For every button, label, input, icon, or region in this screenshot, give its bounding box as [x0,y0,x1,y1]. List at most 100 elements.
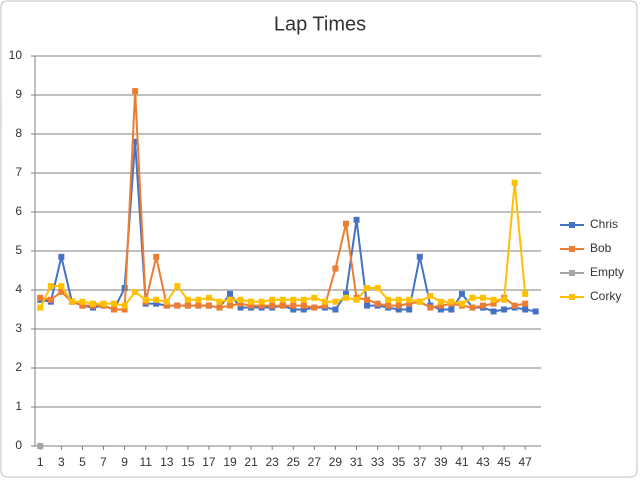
point-marker [269,302,276,309]
y-tick-label: 9 [15,87,22,101]
y-tick-label: 4 [15,282,22,296]
y-tick-label: 0 [15,438,22,452]
point-marker [364,285,371,292]
legend-marker [569,270,575,276]
point-marker [332,298,339,305]
point-marker [437,298,444,305]
x-tick-label: 3 [58,455,65,469]
point-marker [311,294,318,301]
point-marker [522,300,529,307]
point-marker [121,306,128,313]
legend-label: Corky [590,289,621,303]
point-marker [511,179,518,186]
point-marker [89,300,96,307]
point-marker [416,298,423,305]
point-marker [248,298,255,305]
point-marker [522,306,529,313]
point-marker [184,296,191,303]
point-marker [216,298,223,305]
point-marker [142,296,149,303]
x-tick-label: 21 [244,455,258,469]
x-tick-label: 33 [371,455,385,469]
point-marker [227,290,234,297]
point-marker [79,302,86,309]
point-marker [111,306,118,313]
legend-marker [569,246,575,252]
point-marker [153,253,160,260]
point-marker [385,302,392,309]
point-marker [395,302,402,309]
point-marker [132,288,139,295]
point-marker [342,294,349,301]
point-marker [501,306,508,313]
point-marker [406,300,413,307]
point-marker [279,296,286,303]
point-marker [37,294,44,301]
point-marker [385,296,392,303]
point-marker [37,304,44,311]
point-marker [522,290,529,297]
point-marker [163,302,170,309]
x-tick-label: 27 [308,455,322,469]
point-marker [132,138,139,145]
point-marker [321,298,328,305]
point-marker [100,300,107,307]
y-tick-label: 2 [15,360,22,374]
point-marker [469,294,476,301]
point-marker [364,302,371,309]
point-marker [406,296,413,303]
point-marker [132,88,139,95]
x-tick-label: 13 [160,455,174,469]
point-marker [490,308,497,315]
x-tick-label: 25 [287,455,301,469]
point-marker [490,300,497,307]
legend-label: Empty [590,265,624,279]
point-marker [290,296,297,303]
point-marker [195,296,202,303]
point-marker [237,296,244,303]
point-marker [269,296,276,303]
legend-label: Bob [590,241,612,255]
x-tick-label: 23 [266,455,280,469]
x-tick-label: 9 [121,455,128,469]
point-marker [58,253,65,260]
point-marker [184,302,191,309]
point-marker [216,304,223,311]
point-marker [58,288,65,295]
x-tick-label: 31 [350,455,364,469]
point-marker [342,220,349,227]
point-marker [427,292,434,299]
point-marker [480,294,487,301]
point-marker [458,290,465,297]
legend-marker [569,222,575,228]
point-marker [237,304,244,311]
x-tick-label: 7 [100,455,107,469]
point-marker [448,306,455,313]
point-marker [437,306,444,313]
point-marker [300,302,307,309]
point-marker [205,294,212,301]
point-marker [37,443,44,449]
y-tick-label: 10 [9,48,23,62]
point-marker [332,265,339,272]
point-marker [300,306,307,313]
point-marker [47,296,54,303]
point-marker [111,300,118,307]
point-marker [174,283,181,290]
point-marker [364,296,371,303]
y-tick-label: 7 [15,165,22,179]
x-tick-label: 5 [79,455,86,469]
y-tick-label: 3 [15,321,22,335]
chart-title: Lap Times [274,13,366,35]
point-marker [353,216,360,223]
x-tick-label: 17 [202,455,216,469]
y-tick-label: 1 [15,399,22,413]
point-marker [47,283,54,290]
x-tick-label: 29 [329,455,343,469]
point-marker [511,302,518,309]
legend-label: Chris [590,217,618,231]
point-marker [395,296,402,303]
point-marker [58,283,65,290]
